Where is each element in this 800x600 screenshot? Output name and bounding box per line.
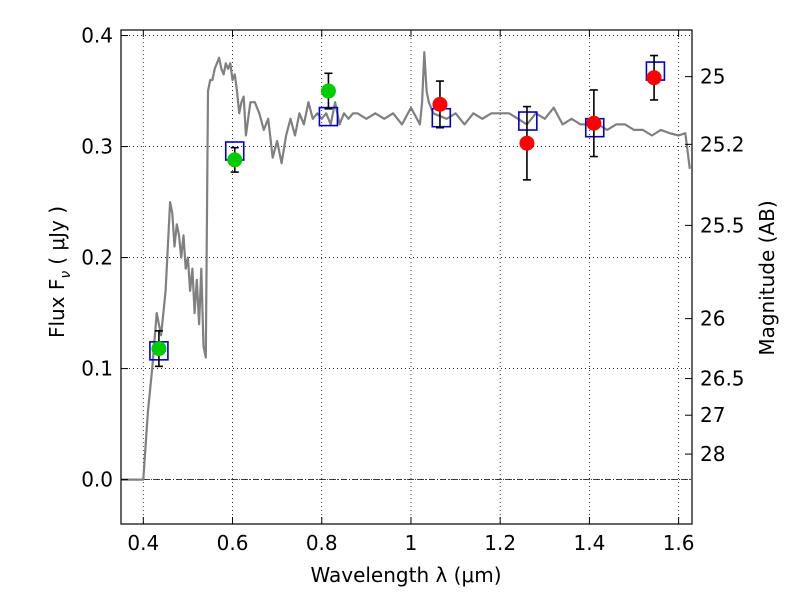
observed-point-red — [646, 70, 662, 86]
y-tick-label: 0.2 — [81, 246, 113, 270]
model-sed-curve — [121, 51, 691, 481]
y-tick-label: 0.0 — [81, 468, 113, 492]
x-tick-label: 0.8 — [306, 531, 338, 555]
y-tick-label: 0.1 — [81, 357, 113, 381]
observed-point-green — [151, 341, 167, 357]
y-tick-label: 0.3 — [81, 135, 113, 159]
observed-point-green — [227, 152, 243, 168]
y2-tick-label: 26.5 — [700, 367, 745, 391]
observed-point-green — [320, 83, 336, 99]
observed-point-red — [432, 96, 448, 112]
y2-axis-label: Magnitude (AB) — [755, 200, 779, 355]
x-axis-ticks: 0.4 0.6 0.8 1 1.2 1.4 1.6 — [127, 30, 695, 555]
y2-tick-label: 28 — [700, 442, 725, 466]
y2-tick-label: 27 — [700, 403, 725, 427]
y-axis-ticks: 0.0 0.1 0.2 0.3 0.4 — [81, 24, 128, 492]
y2-tick-label: 26 — [700, 307, 725, 331]
x-axis-label: Wavelength λ (μm) — [310, 563, 501, 587]
x-tick-label: 1 — [405, 531, 418, 555]
y2-axis-ticks: 25 25.2 25.5 26 26.5 27 28 — [685, 65, 745, 466]
y-axis-label-unit: ( μJy ) — [45, 206, 69, 265]
plot-frame — [120, 29, 693, 525]
observed-point-red — [586, 115, 602, 131]
x-tick-label: 1.4 — [573, 531, 605, 555]
y2-tick-label: 25.5 — [700, 213, 745, 237]
y2-tick-label: 25.2 — [700, 132, 745, 156]
y-axis-label: Flux Fν( μJy ) — [45, 206, 74, 338]
observed-point-red — [519, 135, 535, 151]
x-tick-label: 0.6 — [217, 531, 249, 555]
plot-area — [121, 51, 691, 481]
y-axis-label-group: Flux Fν( μJy ) — [45, 206, 74, 338]
y-tick-label: 0.4 — [81, 24, 113, 48]
y2-tick-label: 25 — [700, 65, 725, 89]
x-tick-label: 1.6 — [663, 531, 695, 555]
data-markers — [149, 54, 666, 368]
x-tick-label: 0.4 — [127, 531, 159, 555]
y2-axis-label-group: Magnitude (AB) — [755, 200, 779, 355]
x-tick-label: 1.2 — [484, 531, 516, 555]
y-axis-label-subscript: ν — [58, 271, 74, 279]
model-flux-box — [518, 111, 538, 131]
